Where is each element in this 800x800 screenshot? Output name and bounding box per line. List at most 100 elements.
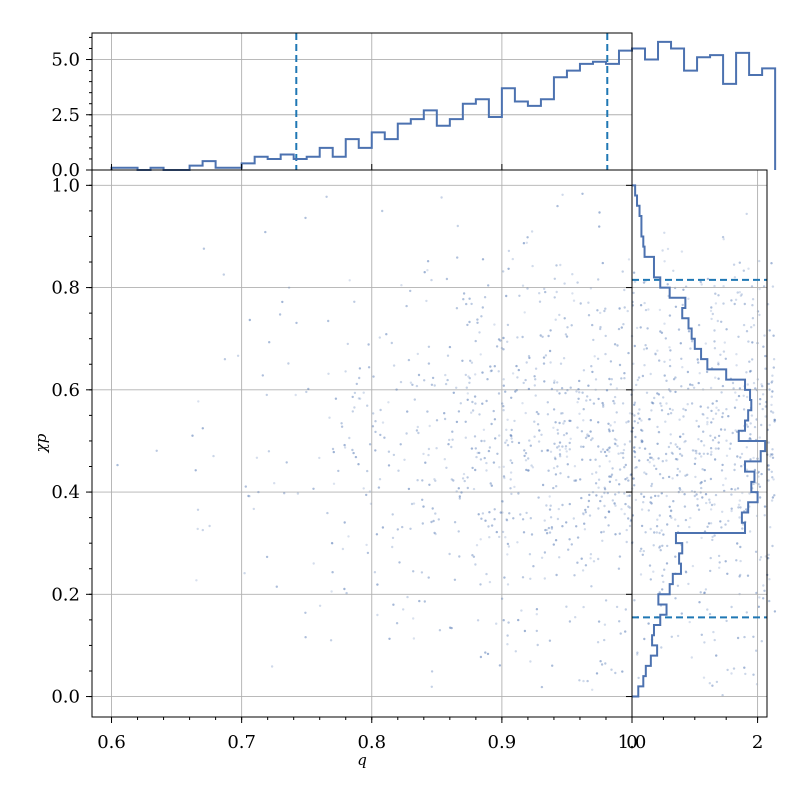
scatter-point bbox=[760, 383, 763, 386]
scatter-point bbox=[690, 656, 693, 659]
scatter-point bbox=[492, 409, 495, 413]
scatter-point bbox=[553, 456, 557, 459]
scatter-point bbox=[415, 429, 419, 432]
scatter-point bbox=[539, 334, 542, 337]
scatter-point bbox=[460, 491, 463, 494]
scatter-point bbox=[599, 311, 602, 315]
scatter-point bbox=[500, 346, 504, 350]
scatter-point bbox=[502, 336, 505, 340]
scatter-point bbox=[732, 263, 736, 266]
scatter-point bbox=[412, 637, 416, 640]
scatter-point bbox=[568, 538, 571, 541]
scatter-point bbox=[724, 357, 727, 360]
scatter-point bbox=[674, 443, 677, 446]
scatter-point bbox=[428, 483, 431, 486]
scatter-point bbox=[552, 466, 556, 470]
scatter-point bbox=[495, 622, 498, 625]
scatter-point bbox=[770, 262, 773, 265]
scatter-point bbox=[719, 520, 722, 523]
scatter-point bbox=[736, 291, 739, 294]
scatter-point bbox=[602, 403, 605, 407]
scatter-point bbox=[155, 449, 158, 452]
scatter-point bbox=[478, 413, 481, 416]
scatter-point bbox=[444, 373, 447, 377]
scatter-point bbox=[603, 450, 607, 454]
scatter-point bbox=[680, 454, 684, 457]
scatter-point bbox=[659, 330, 662, 333]
scatter-point bbox=[758, 436, 761, 439]
scatter-point bbox=[326, 511, 329, 515]
scatter-point bbox=[504, 390, 507, 393]
scatter-point bbox=[618, 468, 622, 471]
scatter-point bbox=[671, 477, 674, 480]
scatter-point bbox=[596, 309, 599, 312]
scatter-point bbox=[513, 419, 516, 423]
scatter-point bbox=[391, 536, 395, 540]
scatter-point bbox=[483, 296, 487, 299]
scatter-point bbox=[627, 517, 630, 520]
scatter-point bbox=[584, 508, 587, 512]
scatter-point bbox=[627, 479, 630, 482]
scatter-point bbox=[755, 591, 758, 595]
scatter-point bbox=[573, 479, 576, 482]
scatter-point bbox=[604, 516, 607, 519]
scatter-point bbox=[715, 406, 718, 409]
scatter-point bbox=[620, 377, 623, 380]
scatter-point bbox=[499, 339, 502, 342]
scatter-point bbox=[610, 378, 613, 381]
scatter-point bbox=[613, 502, 616, 505]
scatter-point bbox=[720, 320, 723, 323]
scatter-point bbox=[614, 504, 617, 507]
scatter-point bbox=[587, 434, 591, 438]
scatter-point bbox=[537, 412, 540, 416]
scatter-point bbox=[672, 378, 676, 381]
scatter-point bbox=[640, 439, 643, 442]
scatter-point bbox=[709, 508, 713, 511]
scatter-point bbox=[547, 469, 550, 472]
scatter-point bbox=[503, 476, 506, 480]
scatter-point bbox=[443, 458, 446, 461]
scatter-point bbox=[588, 514, 592, 517]
scatter-point bbox=[700, 536, 703, 540]
scatter-point bbox=[668, 364, 672, 368]
scatter-point bbox=[670, 451, 674, 454]
scatter-point bbox=[554, 473, 558, 476]
scatter-point bbox=[511, 440, 514, 444]
scatter-point bbox=[738, 387, 742, 390]
scatter-point bbox=[682, 432, 685, 436]
scatter-point bbox=[653, 464, 656, 467]
scatter-point bbox=[706, 420, 709, 424]
scatter-point bbox=[376, 613, 379, 617]
scatter-point bbox=[351, 395, 354, 399]
scatter-point bbox=[669, 433, 672, 436]
scatter-point bbox=[371, 425, 375, 428]
scatter-point bbox=[527, 354, 531, 358]
scatter-point bbox=[677, 328, 681, 331]
scatter-point bbox=[633, 401, 637, 404]
scatter-point bbox=[515, 389, 518, 392]
main-panel-frame bbox=[91, 169, 633, 718]
scatter-point bbox=[466, 323, 469, 327]
scatter-point bbox=[650, 484, 653, 488]
scatter-point bbox=[697, 438, 700, 441]
scatter-point bbox=[455, 307, 459, 310]
scatter-point bbox=[516, 336, 519, 339]
scatter-point bbox=[668, 346, 671, 349]
scatter-point bbox=[607, 447, 610, 450]
scatter-point bbox=[453, 521, 457, 524]
scatter-point bbox=[502, 405, 505, 408]
scatter-point bbox=[452, 479, 455, 482]
scatter-point bbox=[561, 445, 564, 448]
scatter-point bbox=[773, 610, 777, 613]
scatter-point bbox=[560, 387, 564, 390]
scatter-point bbox=[607, 422, 610, 425]
scatter-point bbox=[607, 510, 611, 513]
scatter-point bbox=[455, 490, 458, 493]
scatter-point bbox=[582, 445, 585, 448]
scatter-point bbox=[725, 439, 728, 442]
scatter-point bbox=[633, 344, 636, 348]
scatter-point bbox=[434, 532, 437, 536]
scatter-point bbox=[507, 545, 511, 548]
scatter-point bbox=[546, 449, 550, 452]
scatter-point bbox=[554, 457, 557, 461]
